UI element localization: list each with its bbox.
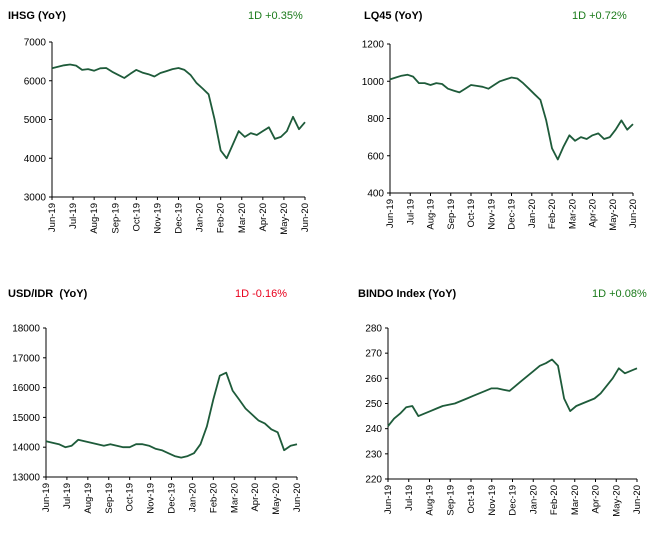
x-tick-label: May-20 (608, 199, 619, 231)
x-tick-label: Aug-19 (83, 483, 94, 514)
y-tick-label: 6000 (24, 76, 47, 87)
ihsg-chart-panel: 3000 4000 5000 6000 7000 Jun-19 Jul-19 Aug-19 Se… (0, 0, 320, 255)
chart-title: IHSG (YoY) (8, 10, 66, 22)
bindo-chart-svg: 220 230 240 250 260 270 280 Jun-19 Jul-19 Aug-19 S… (365, 324, 643, 517)
x-tick-label: Nov-19 (152, 203, 163, 234)
x-tick-label: Aug-19 (426, 199, 437, 230)
x-tick-label: Mar-20 (237, 203, 248, 233)
bindo-chart-panel: 220 230 240 250 260 270 280 Jun-19 Jul-19 Aug-19 S… (330, 278, 650, 533)
x-tick-label: Sep-19 (104, 483, 115, 514)
y-tick-label: 7000 (24, 38, 47, 49)
x-tick-label: Jun-20 (292, 483, 303, 512)
x-tick-label: Aug-19 (425, 485, 436, 516)
x-tick-label: Mar-20 (567, 199, 578, 229)
y-tick-label: 250 (365, 399, 382, 410)
daily-change-label: 1D +0.72% (572, 10, 627, 22)
ihsg-chart-svg: 3000 4000 5000 6000 7000 Jun-19 Jul-19 Aug-19 Se… (24, 38, 311, 235)
x-tick-label: Oct-19 (466, 199, 477, 228)
x-tick-label: Feb-20 (208, 483, 219, 513)
y-tick-label: 17000 (12, 353, 40, 364)
series-line (389, 73, 634, 161)
y-tick-label: 240 (365, 424, 382, 435)
y-tick-label: 280 (365, 324, 382, 335)
x-tick-label: May-20 (271, 483, 282, 515)
x-tick-label: Jan-20 (195, 203, 206, 232)
x-tick-label: May-20 (611, 485, 622, 517)
x-tick-label: Jul-19 (68, 203, 79, 229)
y-tick-label: 3000 (24, 193, 47, 204)
x-tick-label: Nov-19 (487, 485, 498, 516)
y-tick-label: 800 (367, 114, 384, 125)
x-tick-label: Oct-19 (125, 483, 136, 512)
x-tick-label: Dec-19 (167, 483, 178, 514)
series-line (387, 358, 638, 427)
x-tick-label: Feb-20 (549, 485, 560, 515)
series-line (45, 371, 298, 459)
lq45-chart-svg: 400 600 800 1000 1200 Jun-19 Jul-19 Aug-19 Sep-1… (362, 40, 639, 231)
x-tick-label: Feb-20 (216, 203, 227, 233)
x-tick-label: Oct-19 (466, 485, 477, 514)
x-tick-label: Apr-20 (250, 483, 261, 512)
x-tick-label: Jun-19 (383, 485, 394, 514)
x-tick-label: Mar-20 (229, 483, 240, 513)
daily-change-label: 1D -0.16% (235, 288, 287, 300)
x-tick-label: Jun-20 (632, 485, 643, 514)
x-tick-label: Jul-19 (404, 485, 415, 511)
x-tick-label: Jan-20 (528, 485, 539, 514)
y-tick-label: 4000 (24, 154, 47, 165)
series-line (51, 63, 306, 160)
x-tick-label: Aug-19 (89, 203, 100, 234)
y-tick-label: 400 (367, 189, 384, 200)
x-tick-label: Jun-19 (47, 203, 58, 232)
daily-change-label: 1D +0.08% (592, 288, 647, 300)
x-tick-label: Mar-20 (570, 485, 581, 515)
y-tick-label: 5000 (24, 115, 47, 126)
usdidr-chart-panel: 13000 14000 15000 16000 17000 18000 Jun-19 Jul-… (0, 278, 320, 533)
x-tick-label: Jun-19 (41, 483, 52, 512)
y-tick-label: 15000 (12, 413, 40, 424)
x-tick-label: Sep-19 (446, 199, 457, 230)
y-tick-label: 230 (365, 449, 382, 460)
x-tick-label: May-20 (279, 203, 290, 235)
y-tick-label: 1000 (362, 77, 385, 88)
daily-change-label: 1D +0.35% (248, 10, 303, 22)
chart-title: LQ45 (YoY) (364, 10, 423, 22)
y-tick-label: 18000 (12, 324, 40, 335)
y-tick-label: 220 (365, 475, 382, 486)
x-tick-label: Jul-19 (405, 199, 416, 225)
x-tick-label: Jun-20 (300, 203, 311, 232)
y-tick-label: 16000 (12, 383, 40, 394)
usdidr-chart-svg: 13000 14000 15000 16000 17000 18000 Jun-19 Jul-… (12, 324, 303, 515)
chart-title: USD/IDR (YoY) (8, 288, 88, 300)
x-tick-label: Jun-19 (385, 199, 396, 228)
x-tick-label: Jun-20 (628, 199, 639, 228)
x-tick-label: Apr-20 (258, 203, 269, 232)
y-tick-label: 14000 (12, 443, 40, 454)
x-tick-label: Feb-20 (547, 199, 558, 229)
x-tick-label: Dec-19 (508, 485, 519, 516)
x-tick-label: Dec-19 (174, 203, 185, 234)
x-tick-label: Sep-19 (110, 203, 121, 234)
y-tick-label: 13000 (12, 473, 40, 484)
x-tick-label: Apr-20 (588, 199, 599, 228)
y-tick-label: 270 (365, 349, 382, 360)
y-tick-label: 1200 (362, 40, 385, 51)
x-tick-label: Oct-19 (131, 203, 142, 232)
x-tick-label: Sep-19 (445, 485, 456, 516)
x-tick-label: Nov-19 (486, 199, 497, 230)
x-tick-label: Dec-19 (507, 199, 518, 230)
x-tick-label: Nov-19 (146, 483, 157, 514)
x-tick-label: Jan-20 (527, 199, 538, 228)
y-tick-label: 260 (365, 374, 382, 385)
x-tick-label: Jan-20 (187, 483, 198, 512)
lq45-chart-panel: 400 600 800 1000 1200 Jun-19 Jul-19 Aug-19 Sep-1… (330, 0, 650, 255)
y-tick-label: 600 (367, 151, 384, 162)
x-tick-label: Apr-20 (591, 485, 602, 514)
chart-title: BINDO Index (YoY) (358, 288, 457, 300)
x-tick-label: Jul-19 (62, 483, 73, 509)
